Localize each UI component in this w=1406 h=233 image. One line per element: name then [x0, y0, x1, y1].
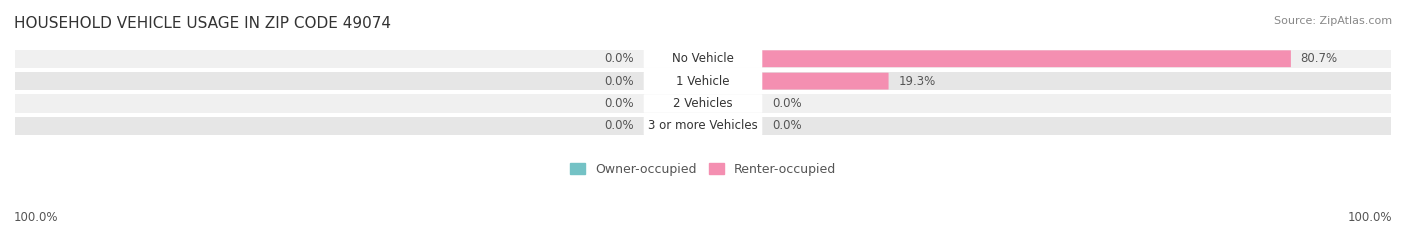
Text: 19.3%: 19.3%	[898, 75, 935, 88]
Text: 2 Vehicles: 2 Vehicles	[673, 97, 733, 110]
Text: 0.0%: 0.0%	[772, 97, 801, 110]
Text: HOUSEHOLD VEHICLE USAGE IN ZIP CODE 49074: HOUSEHOLD VEHICLE USAGE IN ZIP CODE 4907…	[14, 16, 391, 31]
Bar	[15, 117, 1391, 135]
FancyBboxPatch shape	[644, 94, 762, 113]
FancyBboxPatch shape	[644, 50, 762, 68]
Text: 100.0%: 100.0%	[1347, 211, 1392, 224]
Text: No Vehicle: No Vehicle	[672, 52, 734, 65]
Bar	[15, 72, 1391, 90]
Text: 0.0%: 0.0%	[772, 119, 801, 132]
Bar	[15, 94, 1391, 113]
Text: Source: ZipAtlas.com: Source: ZipAtlas.com	[1274, 16, 1392, 26]
Text: 0.0%: 0.0%	[605, 52, 634, 65]
Text: 0.0%: 0.0%	[605, 119, 634, 132]
Text: 1 Vehicle: 1 Vehicle	[676, 75, 730, 88]
FancyBboxPatch shape	[762, 73, 889, 89]
Legend: Owner-occupied, Renter-occupied: Owner-occupied, Renter-occupied	[569, 163, 837, 176]
Text: 3 or more Vehicles: 3 or more Vehicles	[648, 119, 758, 132]
Text: 80.7%: 80.7%	[1301, 52, 1337, 65]
FancyBboxPatch shape	[644, 117, 762, 135]
Text: 0.0%: 0.0%	[605, 75, 634, 88]
FancyBboxPatch shape	[644, 72, 762, 90]
Text: 0.0%: 0.0%	[605, 97, 634, 110]
Bar	[15, 50, 1391, 68]
Text: 100.0%: 100.0%	[14, 211, 59, 224]
FancyBboxPatch shape	[762, 50, 1291, 67]
